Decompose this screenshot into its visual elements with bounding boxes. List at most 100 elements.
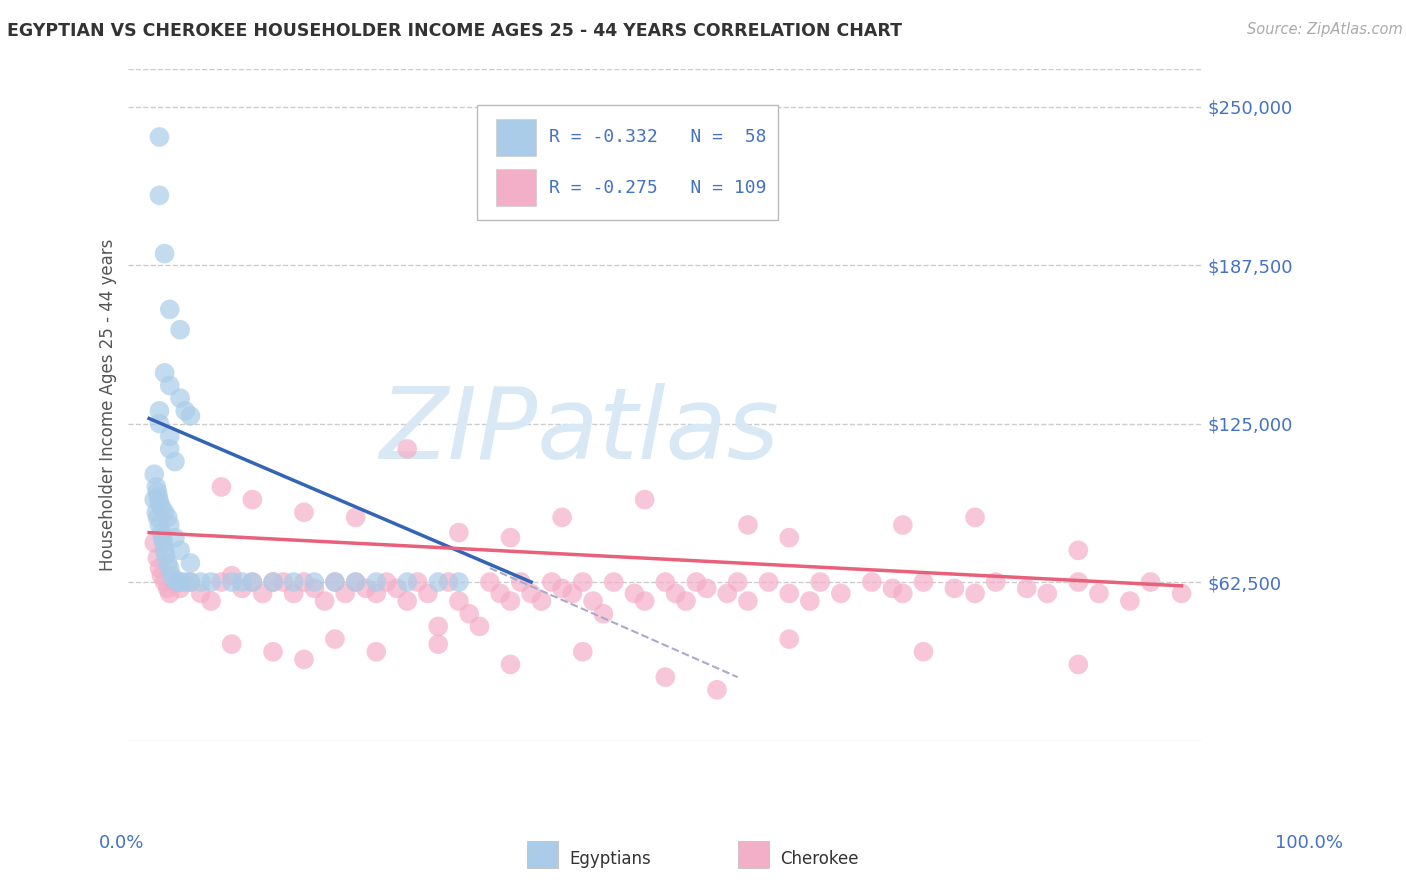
Point [468,619,491,633]
Text: 100.0%: 100.0% [1275,834,1343,852]
Point [169,543,191,558]
Point [1088,586,1111,600]
Point [375,575,398,590]
Point [152,531,174,545]
Point [292,505,315,519]
Point [153,575,176,590]
Point [148,130,170,145]
Point [148,495,170,509]
Point [169,391,191,405]
Point [778,632,800,646]
Point [262,575,284,590]
Point [499,531,522,545]
Point [150,500,173,515]
Point [366,575,388,590]
Point [427,637,450,651]
Bar [738,841,769,868]
Point [427,575,450,590]
Point [146,485,169,500]
Point [416,586,439,600]
Point [159,378,181,392]
Point [571,575,593,590]
Bar [527,841,558,868]
Point [396,575,419,590]
Point [758,575,780,590]
Point [943,582,966,596]
Point [366,645,388,659]
Point [292,652,315,666]
Point [437,575,460,590]
Point [716,586,738,600]
Point [145,505,167,519]
Point [366,586,388,600]
Point [685,575,707,590]
Point [727,575,749,590]
Point [354,582,377,596]
Point [665,586,688,600]
Point [153,543,176,558]
Point [737,518,759,533]
Point [499,657,522,672]
Point [148,490,170,504]
Point [344,510,367,524]
Point [148,518,170,533]
Point [675,594,697,608]
FancyBboxPatch shape [478,105,778,219]
Point [447,575,470,590]
Point [551,582,574,596]
Point [221,568,243,582]
Point [179,409,201,423]
Point [160,568,183,582]
Point [200,594,222,608]
Point [799,594,821,608]
Point [458,607,481,621]
Point [489,586,512,600]
Point [891,518,914,533]
Point [163,574,186,588]
Point [240,575,263,590]
Point [634,594,657,608]
Point [163,575,186,590]
Point [159,518,181,533]
Point [551,510,574,524]
Point [146,510,169,524]
Point [304,575,326,590]
Point [509,575,531,590]
Point [159,586,181,600]
Point [912,575,935,590]
Point [153,505,176,519]
Point [314,594,336,608]
Point [808,575,831,590]
Point [262,645,284,659]
Point [778,531,800,545]
Point [344,575,367,590]
Point [304,582,326,596]
Point [447,525,470,540]
Point [156,582,179,596]
Point [499,594,522,608]
Point [778,586,800,600]
Point [240,575,263,590]
Point [984,575,1007,590]
Point [530,594,553,608]
Point [1139,575,1161,590]
Point [155,549,177,563]
Point [1036,586,1059,600]
Point [174,575,197,590]
Point [882,582,904,596]
Point [143,492,166,507]
Point [561,586,583,600]
Text: ZIPatlas: ZIPatlas [380,383,779,480]
Point [396,442,419,456]
Point [1067,657,1090,672]
Point [478,575,501,590]
Point [623,586,645,600]
Point [406,575,429,590]
Point [145,480,167,494]
Point [520,586,543,600]
Point [447,594,470,608]
Point [323,575,346,590]
Point [163,454,186,468]
Point [169,575,191,590]
Point [152,535,174,549]
